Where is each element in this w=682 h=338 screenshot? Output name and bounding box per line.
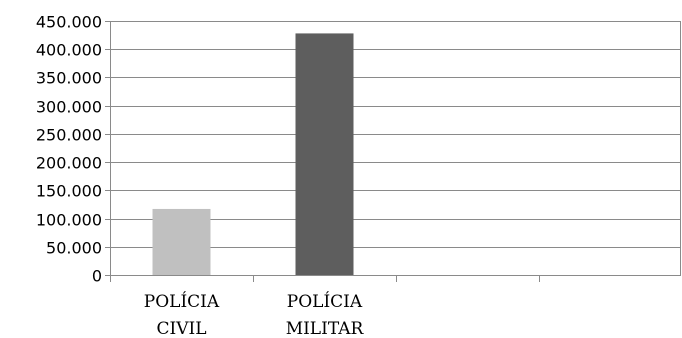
- x-category-label: POLÍCIA: [144, 291, 220, 312]
- y-tick-label: 300.000: [36, 98, 102, 117]
- y-tick-label: 50.000: [46, 239, 102, 258]
- y-tick-label: 100.000: [36, 211, 102, 230]
- y-tick-label: 400.000: [36, 41, 102, 60]
- x-category-labels: POLÍCIA CIVIL POLÍCIA MILITAR: [144, 291, 365, 338]
- x-category-label: MILITAR: [286, 319, 365, 338]
- y-tick-label: 250.000: [36, 126, 102, 145]
- y-tick-label: 150.000: [36, 182, 102, 201]
- y-tick-label: 200.000: [36, 154, 102, 173]
- y-tick-label: 0: [92, 267, 102, 286]
- bar-0: [152, 208, 211, 275]
- x-category-label: POLÍCIA: [287, 291, 363, 312]
- y-tick-label: 450.000: [36, 13, 102, 32]
- y-tick-label: 350.000: [36, 69, 102, 88]
- bars: [152, 33, 354, 275]
- y-tick-labels: 0 50.000 100.000 150.000 200.000 250.000 300.0…: [36, 13, 102, 286]
- bar-1: [295, 33, 354, 275]
- x-category-label: CIVIL: [156, 319, 206, 338]
- axes: [105, 21, 681, 282]
